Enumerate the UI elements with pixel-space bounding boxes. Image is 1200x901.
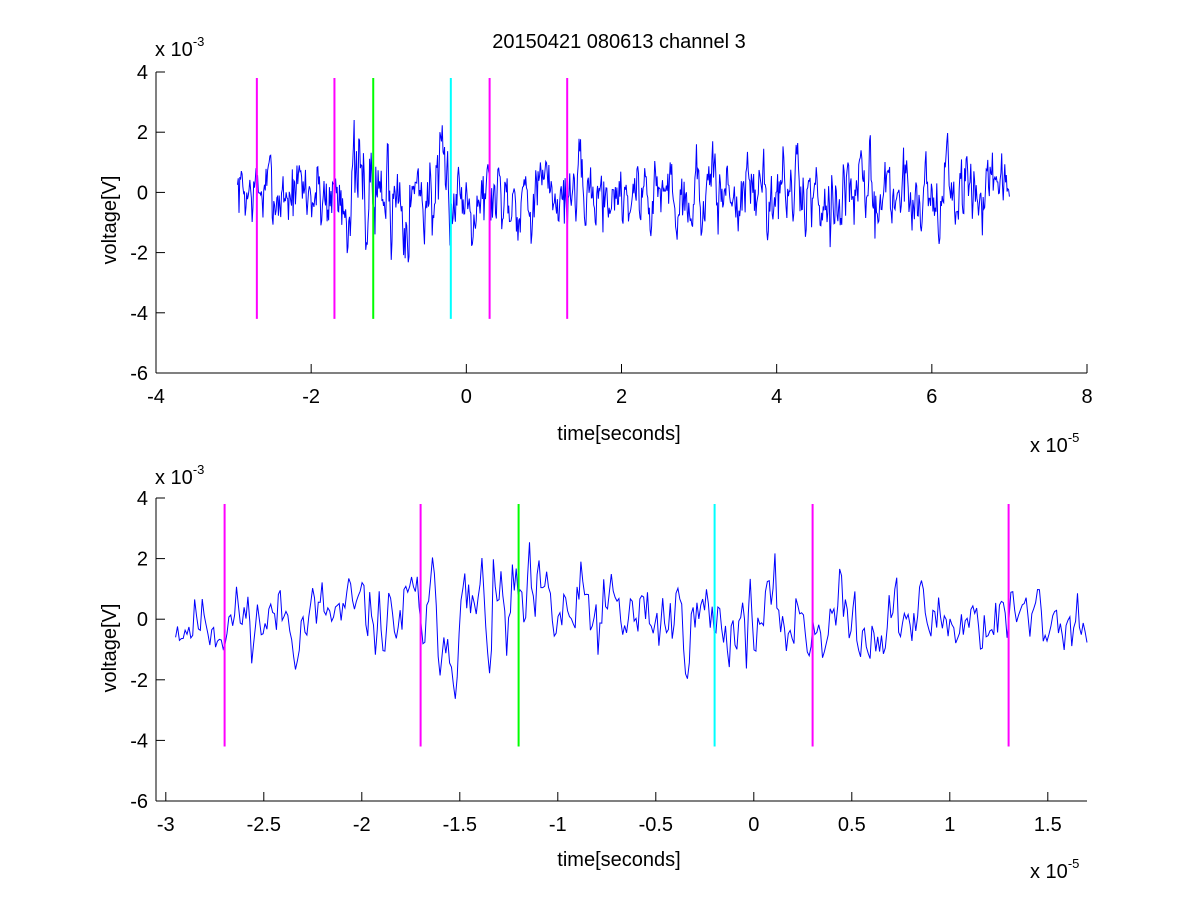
x-tick-label: 8 [1081,386,1092,408]
x-tick-label: -4 [147,386,165,408]
x-tick-label: 1.5 [1034,814,1062,836]
x-tick-label: 1 [944,814,955,836]
x-multiplier-label: x 10-5 [1030,856,1079,883]
y-multiplier-exponent: -3 [193,462,205,477]
y-tick-label: -6 [130,363,148,385]
y-multiplier-exponent: -3 [193,34,205,49]
y-tick-label: -2 [130,670,148,692]
x-tick-label: -0.5 [639,814,673,836]
x-tick-label: -1 [549,814,567,836]
x-tick-label: -2.5 [247,814,281,836]
x-axis-label: time[seconds] [557,423,680,445]
x-tick-label: 6 [926,386,937,408]
x-multiplier-label: x 10-5 [1030,430,1079,457]
y-tick-label: -4 [130,303,148,325]
x-tick-label: -1.5 [443,814,477,836]
x-tick-label: 0.5 [838,814,866,836]
y-multiplier-label: x 10-3 [155,462,204,489]
x-tick-label: 2 [616,386,627,408]
chart-title: 20150421 080613 channel 3 [492,31,746,53]
y-tick-label: 0 [137,182,148,204]
top-subplot: 20150421 080613 channel 3 x 10-3 x 10-5 … [99,31,1093,457]
x-axis-label: time[seconds] [557,849,680,871]
y-axis-label: voltage[V] [99,604,121,693]
y-tick-label: 0 [137,609,148,631]
x-tick-label: -3 [157,814,175,836]
y-tick-label: 4 [137,62,148,84]
signal-trace [175,542,1088,699]
y-tick-label: -2 [130,243,148,265]
y-tick-label: 2 [137,549,148,571]
x-multiplier-exponent: -5 [1068,430,1080,445]
x-tick-label: -2 [353,814,371,836]
y-multiplier-label: x 10-3 [155,34,204,61]
x-multiplier-exponent: -5 [1068,856,1080,871]
bottom-subplot: x 10-3 x 10-5 time[seconds] voltage[V] -… [99,462,1088,883]
x-tick-label: -2 [302,386,320,408]
y-tick-label: 4 [137,488,148,510]
y-tick-label: -6 [130,791,148,813]
signal-trace [236,120,1010,263]
x-tick-label: 4 [771,386,782,408]
y-tick-label: 2 [137,122,148,144]
y-axis-label: voltage[V] [99,176,121,265]
y-tick-label: -4 [130,730,148,752]
x-tick-label: 0 [461,386,472,408]
x-tick-label: 0 [748,814,759,836]
